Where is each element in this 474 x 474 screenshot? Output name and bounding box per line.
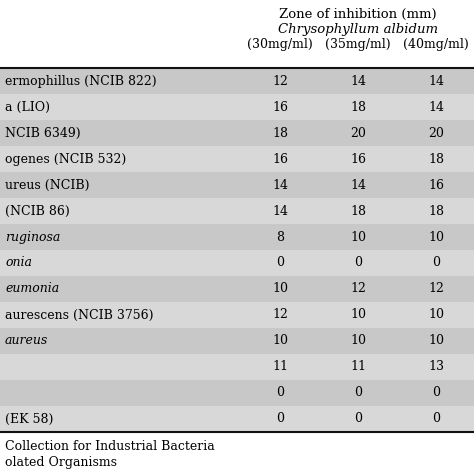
- Text: 0: 0: [276, 256, 284, 270]
- Text: 12: 12: [272, 74, 288, 88]
- Text: 10: 10: [272, 283, 288, 295]
- Text: 18: 18: [272, 127, 288, 139]
- Bar: [0, 172, 474, 198]
- Text: 14: 14: [350, 179, 366, 191]
- Text: 18: 18: [428, 153, 444, 165]
- Text: 12: 12: [272, 309, 288, 321]
- Text: 10: 10: [350, 335, 366, 347]
- Text: 18: 18: [428, 204, 444, 218]
- Text: ruginosa: ruginosa: [5, 230, 60, 244]
- Bar: [0, 354, 474, 380]
- Bar: [0, 380, 474, 406]
- Text: 16: 16: [428, 179, 444, 191]
- Text: NCIB 6349): NCIB 6349): [5, 127, 81, 139]
- Text: (40mg/ml): (40mg/ml): [403, 38, 469, 51]
- Text: onia: onia: [5, 256, 32, 270]
- Bar: [0, 276, 474, 302]
- Text: 16: 16: [272, 100, 288, 113]
- Text: Chrysophyllum albidum: Chrysophyllum albidum: [278, 23, 438, 36]
- Text: 0: 0: [276, 386, 284, 400]
- Text: 0: 0: [354, 386, 362, 400]
- Bar: [0, 198, 474, 224]
- Text: 0: 0: [276, 412, 284, 426]
- Text: a (LIO): a (LIO): [5, 100, 50, 113]
- Text: aurescens (NCIB 3756): aurescens (NCIB 3756): [5, 309, 154, 321]
- Text: 13: 13: [428, 361, 444, 374]
- Text: olated Organisms: olated Organisms: [5, 456, 117, 469]
- Text: (30mg/ml): (30mg/ml): [247, 38, 313, 51]
- Text: 20: 20: [428, 127, 444, 139]
- Bar: [0, 120, 474, 146]
- Text: 11: 11: [272, 361, 288, 374]
- Text: eumonia: eumonia: [5, 283, 59, 295]
- Text: 10: 10: [428, 335, 444, 347]
- Text: Zone of inhibition (mm): Zone of inhibition (mm): [279, 8, 437, 21]
- Bar: [0, 94, 474, 120]
- Text: 10: 10: [428, 230, 444, 244]
- Bar: [0, 250, 474, 276]
- Text: (EK 58): (EK 58): [5, 412, 54, 426]
- Text: (35mg/ml): (35mg/ml): [325, 38, 391, 51]
- Text: 14: 14: [272, 204, 288, 218]
- Text: 10: 10: [428, 309, 444, 321]
- Text: 18: 18: [350, 204, 366, 218]
- Text: 10: 10: [272, 335, 288, 347]
- Text: 14: 14: [428, 74, 444, 88]
- Text: 14: 14: [428, 100, 444, 113]
- Bar: [0, 406, 474, 432]
- Text: aureus: aureus: [5, 335, 48, 347]
- Text: 0: 0: [432, 386, 440, 400]
- Text: 16: 16: [350, 153, 366, 165]
- Text: 11: 11: [350, 361, 366, 374]
- Text: 12: 12: [428, 283, 444, 295]
- Text: 18: 18: [350, 100, 366, 113]
- Bar: [0, 302, 474, 328]
- Text: 10: 10: [350, 230, 366, 244]
- Text: 0: 0: [432, 412, 440, 426]
- Text: 20: 20: [350, 127, 366, 139]
- Text: 16: 16: [272, 153, 288, 165]
- Text: ermophillus (NCIB 822): ermophillus (NCIB 822): [5, 74, 156, 88]
- Text: 10: 10: [350, 309, 366, 321]
- Bar: [0, 224, 474, 250]
- Text: 0: 0: [354, 256, 362, 270]
- Text: 8: 8: [276, 230, 284, 244]
- Bar: [0, 328, 474, 354]
- Text: 14: 14: [350, 74, 366, 88]
- Bar: [0, 146, 474, 172]
- Text: (NCIB 86): (NCIB 86): [5, 204, 70, 218]
- Text: Collection for Industrial Bacteria: Collection for Industrial Bacteria: [5, 440, 215, 453]
- Text: 12: 12: [350, 283, 366, 295]
- Text: 0: 0: [354, 412, 362, 426]
- Text: 0: 0: [432, 256, 440, 270]
- Bar: [0, 68, 474, 94]
- Text: ureus (NCIB): ureus (NCIB): [5, 179, 90, 191]
- Text: ogenes (NCIB 532): ogenes (NCIB 532): [5, 153, 126, 165]
- Text: 14: 14: [272, 179, 288, 191]
